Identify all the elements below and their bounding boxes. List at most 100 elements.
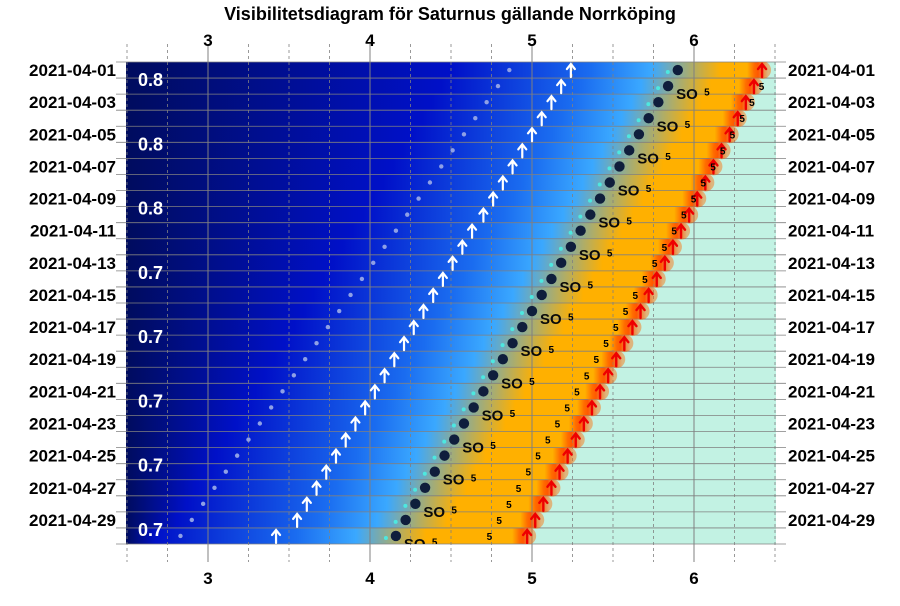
depression-value: 5 <box>749 98 755 109</box>
twilight-arrow <box>321 463 332 480</box>
date-label-right: 2021-04-27 <box>788 479 875 498</box>
saturn-point <box>565 241 577 252</box>
date-label-right: 2021-04-23 <box>788 415 875 434</box>
twilight-arrow <box>466 222 478 239</box>
moon-point <box>234 453 240 458</box>
date-label-left: 2021-04-11 <box>30 222 116 241</box>
sun-label-value: 5 <box>471 473 477 484</box>
sun-label-value: 5 <box>587 281 593 292</box>
sun-label-value: 5 <box>685 120 691 131</box>
saturn-point <box>643 113 654 124</box>
sunrise-arrow <box>570 431 581 448</box>
depression-value: 5 <box>487 532 493 543</box>
saturn-accent <box>656 86 661 91</box>
sunrise-arrow <box>530 511 541 529</box>
depression-value: 5 <box>710 162 716 173</box>
twilight-arrow <box>488 190 499 207</box>
sun-label-value: 5 <box>704 88 710 99</box>
x-tick-label-bottom: 3 <box>203 569 212 588</box>
date-label-right: 2021-04-25 <box>788 447 875 466</box>
sunrise-arrow <box>716 142 727 159</box>
saturn-accent <box>578 214 583 219</box>
sun-label: SO <box>657 118 679 135</box>
depression-value: 5 <box>535 452 541 463</box>
saturn-point <box>526 305 538 317</box>
twilight-arrow <box>292 512 303 528</box>
saturn-point <box>604 177 615 188</box>
moon-point <box>439 164 444 169</box>
saturn-accent <box>558 246 563 251</box>
saturn-point <box>585 209 596 220</box>
date-label-right: 2021-04-01 <box>788 61 875 80</box>
sun-label-value: 5 <box>549 345 555 356</box>
saturn-accent <box>665 70 670 75</box>
moon-point <box>178 533 183 539</box>
date-label-right: 2021-04-13 <box>788 254 875 273</box>
moon-point <box>495 83 501 89</box>
saturn-point <box>555 257 567 269</box>
saturn-accent <box>393 519 398 524</box>
moon-point <box>200 501 206 507</box>
saturn-point <box>594 193 606 204</box>
saturn-accent <box>597 182 602 187</box>
x-tick-label-top: 5 <box>527 31 536 50</box>
saturn-point <box>439 450 450 461</box>
date-label-left: 2021-04-01 <box>29 61 116 80</box>
saturn-point <box>419 482 431 493</box>
sun-label-value: 5 <box>451 505 457 516</box>
depression-value: 5 <box>526 468 532 479</box>
saturn-point <box>507 337 518 349</box>
twilight-arrow <box>565 62 576 79</box>
saturn-point <box>390 530 402 542</box>
band-row <box>126 335 776 352</box>
saturn-accent <box>442 439 447 444</box>
date-label-left: 2021-04-29 <box>29 511 116 530</box>
sunrise-arrow <box>708 158 719 175</box>
saturn-accent <box>617 150 622 155</box>
depression-value: 5 <box>681 211 687 222</box>
twilight-arrow <box>517 142 528 159</box>
sun-label: SO <box>618 183 640 200</box>
twilight-arrow <box>301 496 312 512</box>
saturn-point <box>614 161 625 172</box>
saturn-accent <box>636 118 641 123</box>
date-label-right: 2021-04-15 <box>788 286 875 305</box>
saturn-point <box>653 96 664 108</box>
twilight-arrow <box>350 415 361 432</box>
moon-point <box>212 485 217 490</box>
sun-label: SO <box>462 440 484 457</box>
magnitude-label: 0.8 <box>138 134 163 154</box>
sun-label-value: 5 <box>432 538 438 549</box>
depression-value: 5 <box>759 82 765 93</box>
band-row <box>126 383 776 400</box>
band-row <box>126 495 776 513</box>
twilight-arrow <box>379 367 390 384</box>
moon-point <box>303 357 308 362</box>
date-label-right: 2021-04-17 <box>788 318 875 337</box>
sunrise-arrow <box>538 495 549 513</box>
sun-label-value: 5 <box>510 409 516 420</box>
sun-label: SO <box>443 472 465 489</box>
saturn-accent <box>383 535 388 540</box>
twilight-arrow <box>408 319 419 336</box>
date-label-right: 2021-04-07 <box>788 157 875 176</box>
depression-value: 5 <box>564 403 570 414</box>
moon-point <box>461 132 467 137</box>
date-label-left: 2021-04-03 <box>29 93 116 112</box>
saturn-accent <box>607 166 612 171</box>
saturn-point <box>633 129 645 140</box>
moon-point <box>337 308 342 314</box>
sunrise-arrow <box>667 238 679 255</box>
x-tick-label-top: 3 <box>203 31 212 50</box>
moon-point <box>427 180 433 185</box>
depression-value: 5 <box>555 420 561 431</box>
moon-point <box>280 389 285 394</box>
moon-point <box>257 421 263 426</box>
saturn-point <box>662 80 674 92</box>
depression-value: 5 <box>516 484 522 495</box>
date-label-right: 2021-04-19 <box>788 350 875 369</box>
saturn-accent <box>451 423 456 428</box>
twilight-arrow <box>428 287 439 304</box>
date-label-right: 2021-04-29 <box>788 511 875 530</box>
